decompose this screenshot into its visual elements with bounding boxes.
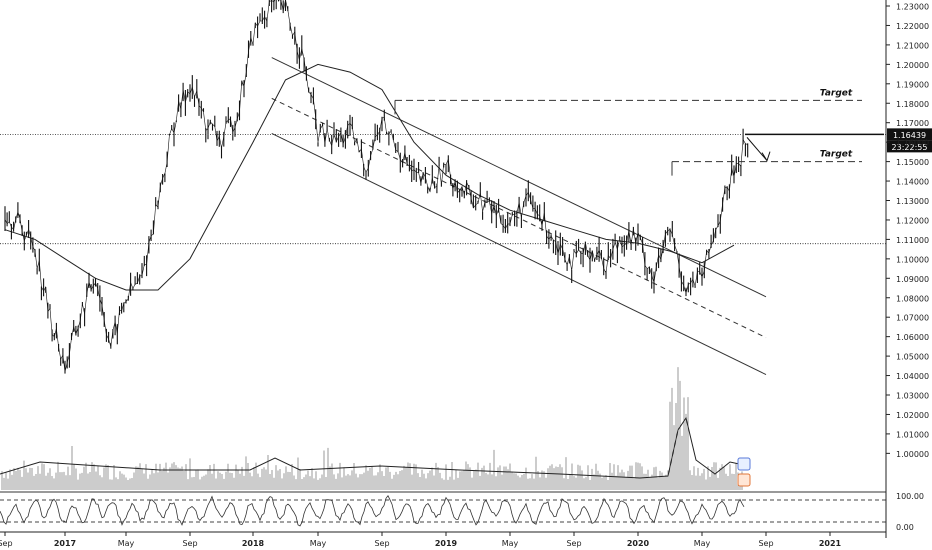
price-tick-label: 1.06000 [896,333,929,342]
time-tick-label: Sep [0,539,13,548]
time-tick-label: Sep [566,539,581,548]
price-tick-label: 1.10000 [896,255,929,264]
countdown-box [887,140,932,153]
candle-group [4,0,749,374]
event-flag-icon[interactable] [737,473,751,487]
price-tick-label: 1.11000 [896,236,929,245]
time-tick-label: Sep [182,539,197,548]
time-tick-label: 2019 [435,539,458,548]
oscillator-line [0,495,745,527]
time-tick-label: Sep [758,539,773,548]
current-price-label: 1.16439 [893,131,926,140]
projection-arrow-line [746,137,768,161]
price-tick-label: 1.22000 [896,22,929,31]
price-tick-label: 1.00000 [896,450,929,459]
time-tick-label: 2017 [54,539,76,548]
price-tick-label: 1.03000 [896,392,929,401]
target-label: Target [820,88,853,98]
channel-upper-line [271,57,767,298]
current-price-box [887,128,932,141]
price-tick-label: 1.17000 [896,119,929,128]
oscillator-pane: 100.00 0.00 [0,492,924,532]
price-tick-label: 1.02000 [896,411,929,420]
moving-average-line [4,63,735,291]
time-tick-label: May [502,539,519,548]
oscillator-tick-label: 100.00 [896,492,924,501]
price-tick-label: 1.16000 [896,139,929,148]
price-tick-label: 1.14000 [896,178,929,187]
price-tick-label: 1.01000 [896,430,929,439]
price-tick-label: 1.23000 [896,3,929,12]
projection-arrow-head [761,151,771,162]
price-tick-label: 1.04000 [896,372,929,381]
price-tick-label: 1.15000 [896,158,929,167]
time-tick-label: May [694,539,711,548]
price-tick-label: 1.13000 [896,197,929,206]
price-tick-label: 1.12000 [896,216,929,225]
price-axis[interactable]: 1.23000 1.22000 1.21000 1.20000 1.19000 1.180… [885,0,929,538]
price-tick-label: 1.08000 [896,294,929,303]
oscillator-tick-label: 0.00 [896,523,914,532]
time-tick-label: Sep [374,539,389,548]
price-tick-label: 1.18000 [896,100,929,109]
price-tick-label: 1.20000 [896,61,929,70]
price-tick-label: 1.05000 [896,353,929,362]
time-tick-label: May [118,539,135,548]
time-tick-label: May [310,539,327,548]
time-tick-label: 2021 [819,539,842,548]
time-tick-label: 2020 [627,539,650,548]
countdown-label: 23:22:55 [892,143,928,152]
time-axis[interactable]: Sep 2017 May Sep 2018 May Sep 2019 May Sep 2020 May… [0,531,886,548]
price-tick-label: 1.09000 [896,275,929,284]
price-tick-label: 1.07000 [896,314,929,323]
price-series [4,0,748,372]
channel-lower-line [271,132,767,376]
price-tick-label: 1.21000 [896,41,929,50]
volume-pane [0,367,886,493]
target-label: Target [820,150,853,160]
volume-average-line [0,416,745,479]
annotation-group: Target Target 1.16439 23:22:55 [0,88,932,487]
time-tick-label: 2018 [242,539,265,548]
price-tick-label: 1.19000 [896,80,929,89]
moving-average-group [4,63,735,291]
event-flag-icon[interactable] [737,457,751,471]
